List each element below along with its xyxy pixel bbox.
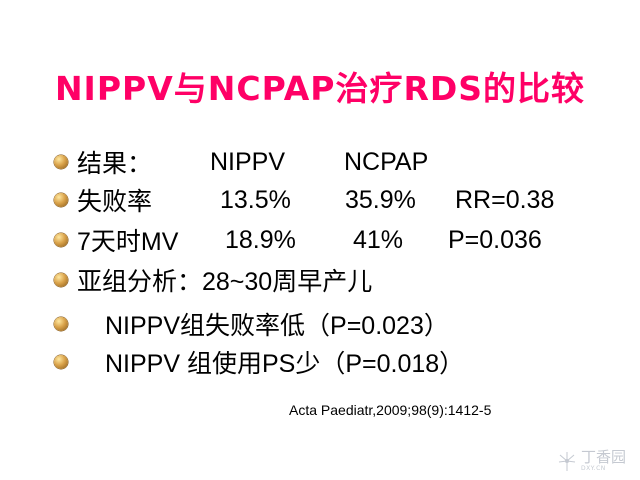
row-text: NIPPV 组使用PS少（P=0.018） [105, 350, 465, 378]
bullet-row-subgroup-failure: NIPPV组失败率低（P=0.023） [54, 306, 449, 342]
citation: Acta Paediatr,2009;98(9):1412-5 [289, 402, 492, 418]
dandelion-logo-icon [558, 452, 576, 471]
row-label: 7天时MV [77, 228, 179, 256]
watermark-subtext: DXY.CN [580, 465, 606, 472]
bullet-icon [54, 233, 68, 247]
row-text: 亚组分析：28~30周早产儿 [77, 268, 373, 296]
row-label: 结果： [77, 150, 153, 178]
value-ncpap: 41% [353, 225, 404, 254]
bullet-row-results: 结果： NIPPV NCPAP [54, 144, 428, 180]
bullet-row-subgroup: 亚组分析：28~30周早产儿 [54, 262, 372, 298]
row-text: NIPPV组失败率低（P=0.023） [105, 312, 449, 340]
value-nippv: NIPPV [210, 147, 286, 176]
slide-title: NIPPV与NCPAP治疗RDS的比较 [54, 69, 586, 108]
value-ncpap: NCPAP [344, 147, 429, 176]
bullet-row-subgroup-ps: NIPPV 组使用PS少（P=0.018） [54, 344, 464, 380]
value-ncpap: 35.9% [345, 185, 416, 214]
bullet-icon [54, 317, 68, 331]
value-rr: RR=0.38 [455, 185, 555, 214]
value-p: P=0.036 [448, 225, 542, 254]
bullet-icon [54, 273, 68, 287]
bullet-row-failure-rate: 失败率 13.5% 35.9% RR=0.38 [54, 182, 554, 218]
value-nippv: 18.9% [225, 225, 296, 254]
watermark-text: 丁香园 [580, 448, 626, 466]
bullet-icon [54, 155, 68, 169]
bullet-row-mv: 7天时MV 18.9% 41% P=0.036 [54, 222, 542, 258]
bullet-icon [54, 193, 68, 207]
value-nippv: 13.5% [220, 185, 291, 214]
bullet-icon [54, 355, 68, 369]
watermark: 丁香园 DXY.CN [556, 450, 626, 472]
row-label: 失败率 [77, 188, 153, 216]
